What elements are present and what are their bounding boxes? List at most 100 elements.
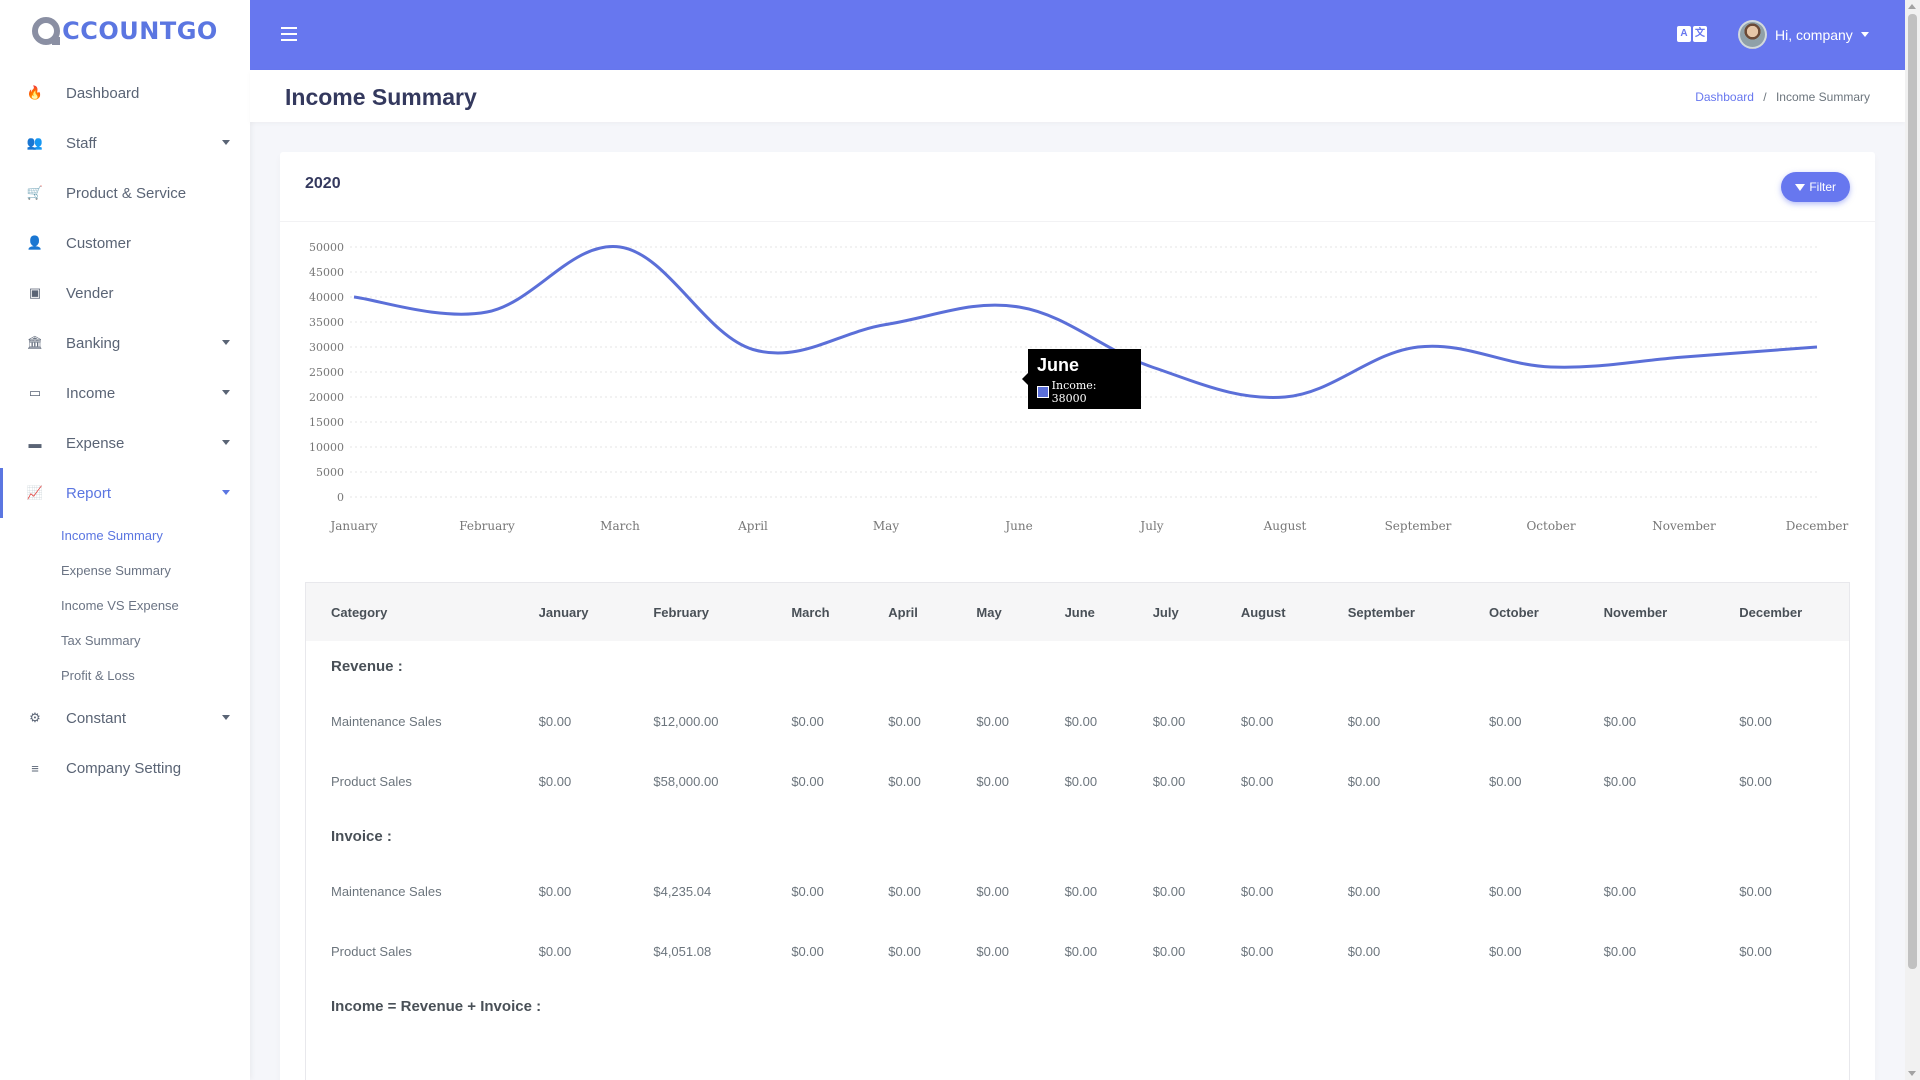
sidebar-item-label: Product & Service: [66, 184, 187, 202]
section-title: Revenue :: [331, 657, 403, 675]
amount-cell: $0.00: [1152, 883, 1186, 899]
scroll-down-icon[interactable]: [1908, 1071, 1916, 1076]
money-icon: ▬: [28, 435, 42, 451]
filter-icon: [1795, 183, 1806, 191]
page-title: Income Summary: [285, 84, 477, 110]
column-header-category: Category: [331, 604, 388, 620]
subnav-item-income-vs-expense[interactable]: Income VS Expense: [61, 598, 179, 613]
column-header-month: January: [538, 604, 589, 620]
scrollbar-thumb[interactable]: [1908, 14, 1917, 969]
sidebar-item-company-setting[interactable]: ≡ Company Setting: [0, 743, 250, 793]
app-logo[interactable]: CCOUNTGO: [0, 0, 250, 62]
subnav-item-income-summary[interactable]: Income Summary: [61, 528, 163, 543]
sidebar-item-product-service[interactable]: 🛒 Product & Service: [0, 168, 250, 218]
category-cell: Maintenance Sales: [331, 713, 442, 729]
sidebar-item-label: Customer: [66, 234, 132, 252]
column-header-month: December: [1739, 604, 1803, 620]
table-header-row: Category January February March April May June…: [306, 583, 1849, 641]
amount-cell: $0.00: [791, 943, 824, 959]
y-tick-label: 45000: [309, 266, 344, 279]
amount-cell: $4,235.04: [653, 883, 712, 899]
subnav-item-tax-summary[interactable]: Tax Summary: [61, 633, 141, 648]
column-header-month: November: [1603, 604, 1668, 620]
amount-cell: $0.00: [976, 713, 1009, 729]
amount-cell: $0.00: [1488, 773, 1522, 789]
amount-cell: $0.00: [791, 883, 824, 899]
breadcrumb-dashboard-link[interactable]: Dashboard: [1695, 90, 1754, 104]
section-title: Invoice :: [331, 827, 392, 845]
y-tick-label: 40000: [309, 291, 344, 304]
amount-cell: $0.00: [1240, 883, 1274, 899]
lang-b-glyph: 文: [1693, 26, 1707, 42]
amount-cell: $0.00: [1064, 943, 1098, 959]
sidebar-item-income[interactable]: ▭ Income: [0, 368, 250, 418]
amount-cell: $0.00: [1240, 713, 1274, 729]
sidebar-item-banking[interactable]: 🏛 Banking: [0, 318, 250, 368]
amount-cell: $0.00: [1739, 943, 1772, 959]
amount-cell: $0.00: [1488, 713, 1522, 729]
card-header: 2020 Filter: [280, 152, 1875, 222]
user-icon: 👤: [26, 235, 44, 250]
sticky-note-icon: ▣: [28, 285, 42, 300]
category-cell: Product Sales: [331, 943, 412, 959]
x-tick-label: May: [873, 519, 899, 533]
table-section-row: Income = Revenue + Invoice :: [306, 981, 1849, 1031]
income-summary-table: Category January February March April May June…: [306, 583, 1849, 1031]
fire-icon: 🔥: [26, 85, 44, 100]
sidebar-item-expense[interactable]: ▬ Expense: [0, 418, 250, 468]
y-tick-label: 0: [337, 491, 344, 504]
amount-cell: $0.00: [1347, 713, 1381, 729]
amount-cell: $0.00: [976, 943, 1009, 959]
y-tick-label: 30000: [309, 341, 344, 354]
cog-icon: ⚙: [29, 710, 41, 725]
scroll-up-icon[interactable]: [1908, 4, 1916, 9]
column-header-month: July: [1152, 604, 1179, 620]
sidebar-item-label: Expense: [66, 434, 125, 452]
y-tick-label: 50000: [309, 241, 344, 254]
amount-cell: $0.00: [1603, 883, 1637, 899]
sidebar-item-customer[interactable]: 👤 Customer: [0, 218, 250, 268]
sidebar-item-constant[interactable]: ⚙ Constant: [0, 693, 250, 743]
sidebar-item-label: Company Setting: [66, 759, 182, 777]
amount-cell: $0.00: [1739, 883, 1772, 899]
page-scrollbar[interactable]: [1905, 0, 1920, 1080]
sidebar-item-report[interactable]: 📈 Report: [0, 468, 250, 518]
column-header-month: April: [888, 604, 918, 620]
cart-icon: 🛒: [26, 185, 44, 200]
sidebar-item-staff[interactable]: 👥 Staff: [0, 118, 250, 168]
y-tick-label: 5000: [316, 466, 344, 479]
sidebar-item-vender[interactable]: ▣ Vender: [0, 268, 250, 318]
users-icon: 👥: [26, 135, 44, 150]
sidebar-item-label: Income: [66, 384, 116, 402]
chevron-down-icon: [1860, 32, 1869, 37]
chevron-down-icon: [222, 140, 230, 145]
y-tick-label: 20000: [309, 391, 344, 404]
amount-cell: $12,000.00: [653, 713, 719, 729]
chart-area-icon: 📈: [26, 485, 44, 500]
sidebar-item-label: Report: [66, 484, 112, 502]
table-body: Revenue : Maintenance Sales $0.00 $12,000.0…: [306, 641, 1849, 1031]
amount-cell: $0.00: [791, 713, 824, 729]
amount-cell: $0.00: [538, 713, 572, 729]
user-menu[interactable]: Hi, company: [1738, 20, 1869, 49]
table-row: Maintenance Sales $0.00 $12,000.00 $0.00 $0.…: [306, 691, 1849, 751]
amount-cell: $0.00: [1603, 713, 1637, 729]
amount-cell: $0.00: [1603, 773, 1637, 789]
amount-cell: $0.00: [1152, 943, 1186, 959]
language-switch-icon[interactable]: A 文: [1677, 26, 1707, 42]
income-series-line: [353, 245, 1818, 399]
amount-cell: $0.00: [1347, 883, 1381, 899]
income-line-chart: 0 5000 10000 15000 20000 25000 30000 35000 40000…: [309, 241, 1848, 533]
subnav-item-expense-summary[interactable]: Expense Summary: [61, 563, 171, 578]
hamburger-menu-icon[interactable]: [281, 27, 297, 41]
x-tick-label: February: [459, 519, 515, 533]
x-tick-label: January: [328, 519, 377, 533]
amount-cell: $0.00: [1347, 943, 1381, 959]
y-tick-label: 25000: [309, 366, 344, 379]
tooltip-swatch: [1037, 386, 1049, 398]
sidebar-item-dashboard[interactable]: 🔥 Dashboard: [0, 68, 250, 118]
chevron-down-icon: [222, 490, 230, 495]
column-header-month: February: [653, 604, 709, 620]
filter-button[interactable]: Filter: [1781, 172, 1850, 202]
subnav-item-profit-loss[interactable]: Profit & Loss: [61, 668, 135, 683]
